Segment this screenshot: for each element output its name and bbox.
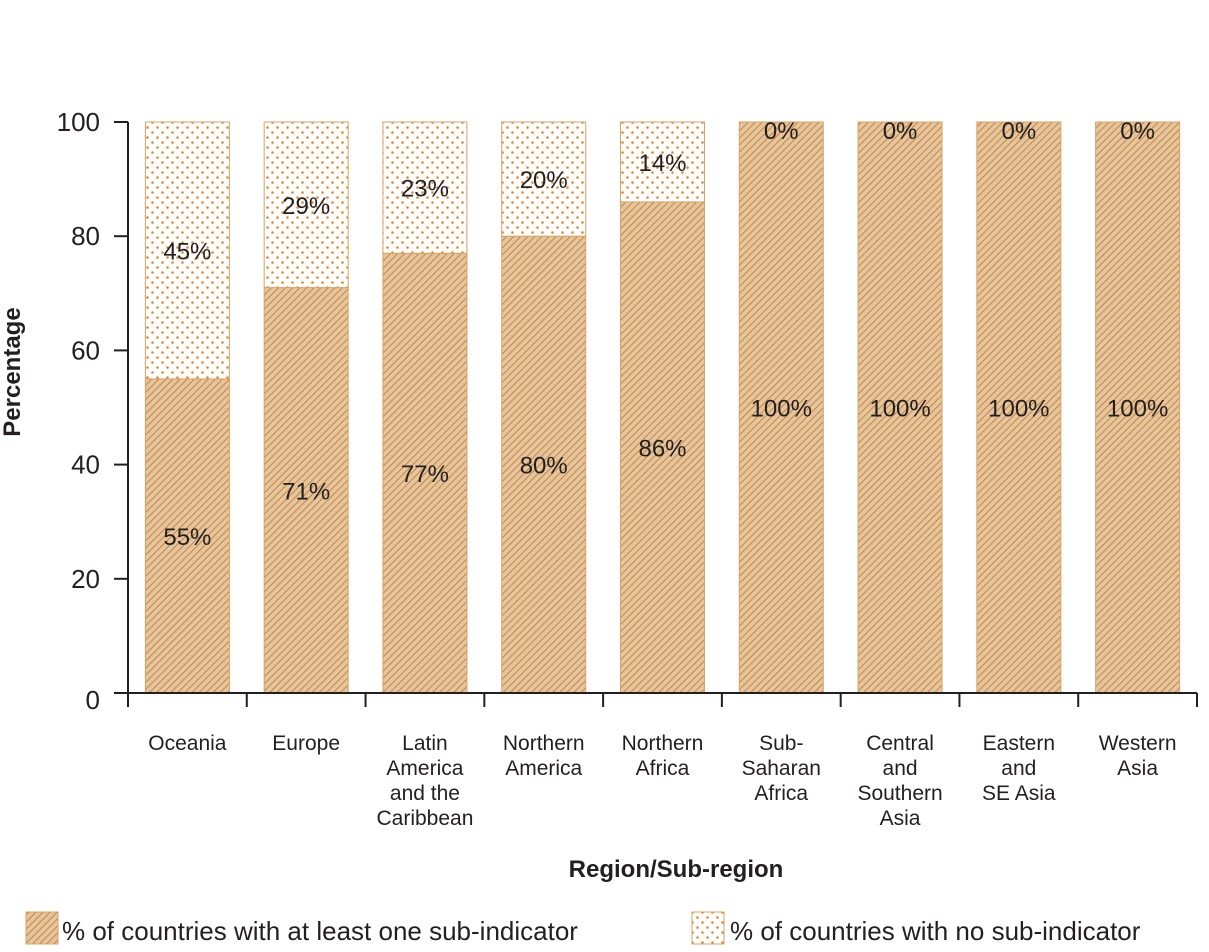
labels-group: 55% 45% Oceania 71% 29% Europe 77% 23% Latin Amer… (148, 118, 1176, 830)
data-label-no-sub-indicator: 23% (401, 176, 449, 203)
legend-label-no-sub-indicator: % of countries with no sub-indicator (730, 916, 1141, 946)
bar-no-sub-indicator (144, 121, 230, 380)
x-tick-label: Sub-Saharan Africa (742, 732, 821, 805)
y-tick-label: 40 (71, 450, 100, 480)
axes-group: 0 20 40 60 80 100 (57, 107, 1198, 715)
y-tick-label: 100 (57, 107, 100, 137)
x-tick-label: Latin America and the Caribbean (376, 732, 473, 830)
data-label-at-least-one: 86% (638, 435, 686, 462)
bar-at-least-one (738, 121, 824, 694)
bar-no-sub-indicator (382, 121, 468, 254)
legend: % of countries with at least one sub-ind… (25, 911, 1141, 946)
data-label-at-least-one: 100% (988, 396, 1049, 423)
x-tick-label: Europe (272, 732, 340, 755)
data-label-no-sub-indicator: 45% (163, 238, 211, 265)
legend-swatch-dots (691, 911, 725, 945)
y-tick-label: 20 (71, 564, 100, 594)
bar-no-sub-indicator (620, 121, 705, 203)
x-tick-label: Central and Southern Asia (857, 732, 942, 830)
data-label-no-sub-indicator: 0% (883, 118, 918, 145)
data-label-no-sub-indicator: 0% (1001, 118, 1036, 145)
data-label-no-sub-indicator: 0% (764, 118, 799, 145)
data-label-at-least-one: 100% (751, 396, 812, 423)
bars-group (144, 121, 1181, 694)
data-label-no-sub-indicator: 14% (638, 150, 686, 177)
x-tick-label: Eastern and SE Asia (982, 732, 1056, 805)
y-tick-label: 0 (86, 685, 100, 715)
data-label-no-sub-indicator: 29% (282, 193, 330, 220)
bar-at-least-one (1095, 121, 1181, 694)
legend-swatch-hatch (25, 911, 59, 945)
bar-at-least-one (144, 378, 230, 694)
y-tick-label: 80 (71, 221, 100, 251)
data-label-at-least-one: 100% (1107, 396, 1168, 423)
bar-at-least-one (976, 121, 1062, 694)
x-tick-label: Northern Africa (622, 732, 704, 780)
data-label-no-sub-indicator: 20% (520, 167, 568, 194)
bar-no-sub-indicator (501, 121, 587, 237)
data-label-at-least-one: 55% (163, 524, 211, 551)
legend-label-at-least-one: % of countries with at least one sub-ind… (62, 916, 578, 946)
y-tick-label: 60 (71, 335, 100, 365)
bar-at-least-one (382, 252, 468, 694)
x-tick-label: Oceania (148, 732, 227, 755)
bar-at-least-one (857, 121, 943, 694)
bar-no-sub-indicator (263, 121, 349, 289)
data-label-at-least-one: 80% (520, 453, 568, 480)
data-label-at-least-one: 77% (401, 461, 449, 488)
x-tick-label: Northern America (503, 732, 585, 780)
data-label-no-sub-indicator: 0% (1120, 118, 1155, 145)
x-tick-label: Western Asia (1099, 732, 1177, 780)
x-axis-title: Region/Sub-region (569, 856, 784, 883)
data-label-at-least-one: 100% (869, 396, 930, 423)
y-axis-title: Percentage (0, 307, 26, 436)
data-label-at-least-one: 71% (282, 478, 330, 505)
